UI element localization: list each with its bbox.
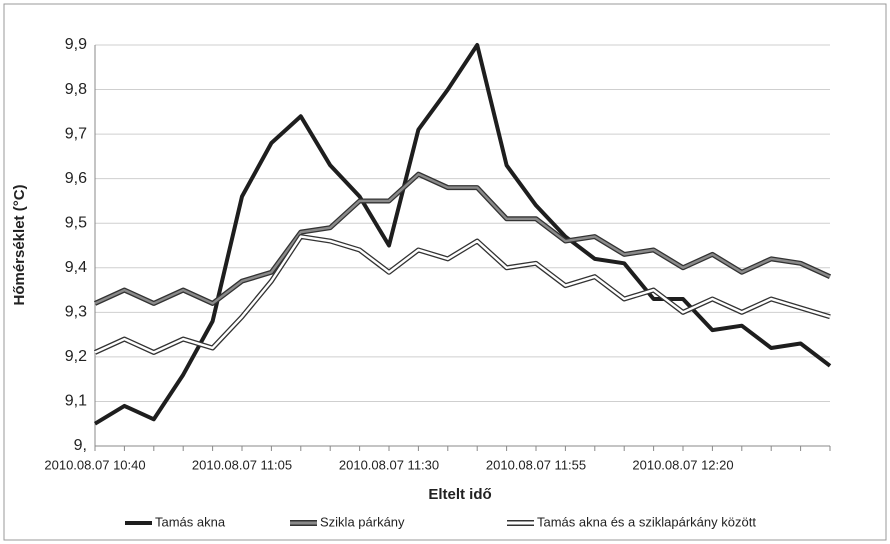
x-axis-title: Eltelt idő: [428, 486, 491, 503]
legend-label: Tamás akna: [155, 514, 226, 529]
y-tick-label: 9,1: [65, 393, 87, 410]
series-line: [94, 173, 831, 305]
x-tick-label: 2010.08.07 12:20: [632, 457, 733, 472]
y-tick-label: 9,6: [65, 170, 87, 187]
x-tick-label: 2010.08.07 11:55: [486, 457, 586, 472]
y-tick-label: 9,2: [65, 348, 87, 365]
x-tick-label: 2010.08.07 11:30: [339, 457, 439, 472]
y-tick-label: 9,7: [65, 125, 87, 142]
y-tick-label: 9,3: [65, 304, 87, 321]
y-tick-label: 9,5: [65, 214, 87, 231]
y-tick-label: 9,4: [65, 259, 87, 276]
legend-label: Szikla párkány: [320, 514, 405, 529]
x-tick-label: 2010.08.07 10:40: [44, 457, 145, 472]
x-tick-label: 2010.08.07 11:05: [192, 457, 292, 472]
series-line: [94, 235, 831, 354]
y-axis-title: Hőmérséklet (°C): [11, 184, 28, 305]
y-tick-label: 9,: [74, 437, 87, 454]
legend-label: Tamás akna és a sziklapárkány között: [537, 514, 756, 529]
y-tick-label: 9,8: [65, 81, 87, 98]
y-tick-label: 9,9: [65, 36, 87, 53]
